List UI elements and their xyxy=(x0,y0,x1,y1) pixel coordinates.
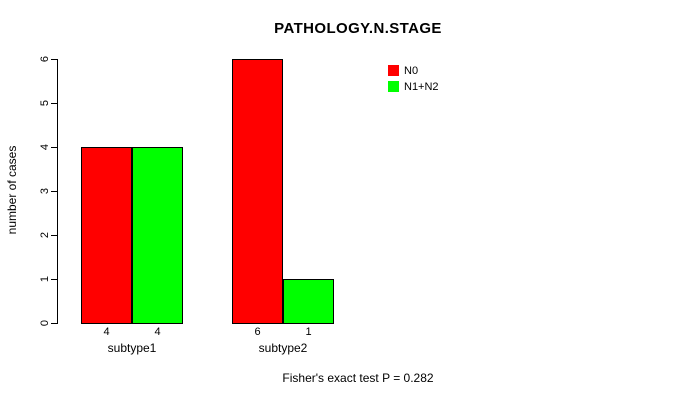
y-tick xyxy=(51,147,57,148)
chart-title: PATHOLOGY.N.STAGE xyxy=(274,20,442,37)
y-tick xyxy=(51,59,57,60)
y-tick-label: 0 xyxy=(39,319,51,327)
legend-label: N0 xyxy=(404,65,419,77)
y-tick-label: 4 xyxy=(39,143,51,151)
y-tick xyxy=(51,191,57,192)
legend-swatch xyxy=(388,65,399,76)
x-category-label: subtype2 xyxy=(258,341,308,355)
bar-count-label: 4 xyxy=(103,326,110,338)
y-tick xyxy=(51,279,57,280)
legend-swatch xyxy=(388,81,399,92)
bar-count-label: 6 xyxy=(254,326,261,338)
y-tick-label: 6 xyxy=(39,55,51,63)
y-tick-label: 2 xyxy=(39,231,51,239)
y-tick-label: 3 xyxy=(39,187,51,195)
bar-subtype1-N1+N2 xyxy=(132,147,183,324)
y-axis-label: number of cases xyxy=(5,145,19,235)
bar-count-label: 4 xyxy=(154,326,161,338)
bar-subtype2-N0 xyxy=(232,59,283,324)
y-tick xyxy=(51,235,57,236)
y-tick-label: 1 xyxy=(39,275,51,283)
y-tick-label: 5 xyxy=(39,99,51,107)
y-axis-line xyxy=(57,59,58,324)
bar-subtype1-N0 xyxy=(81,147,132,324)
y-tick xyxy=(51,323,57,324)
x-category-label: subtype1 xyxy=(107,341,157,355)
legend-label: N1+N2 xyxy=(404,81,439,93)
y-tick xyxy=(51,103,57,104)
bar-count-label: 1 xyxy=(305,326,312,338)
footer-annotation: Fisher's exact test P = 0.282 xyxy=(282,371,434,385)
bar-subtype2-N1+N2 xyxy=(283,279,334,324)
